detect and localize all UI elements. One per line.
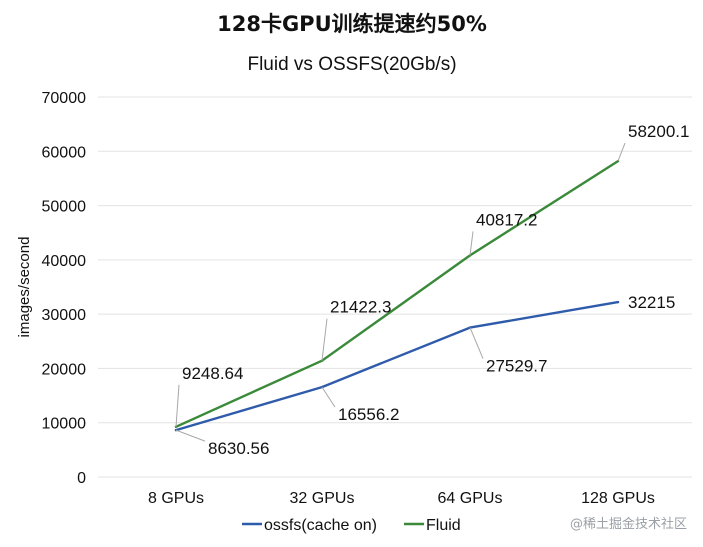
x-tick-label: 8 GPUs	[148, 490, 204, 507]
data-point	[616, 300, 620, 304]
chart-subtitle: Fluid vs OSSFS(20Gb/s)	[247, 54, 456, 75]
data-label: 21422.3	[330, 298, 391, 317]
y-tick-label: 10000	[42, 416, 87, 433]
y-tick-label: 0	[77, 470, 86, 487]
chart-title: 128卡GPU训练提速约50%	[217, 12, 487, 36]
y-axis-label: images/second	[16, 237, 33, 338]
x-axis-ticks: 8 GPUs 32 GPUs 64 GPUs 128 GPUs	[148, 490, 655, 507]
leader-line	[617, 142, 626, 162]
y-tick-label: 20000	[42, 361, 87, 378]
x-tick-label: 128 GPUs	[581, 490, 655, 507]
x-tick-label: 64 GPUs	[438, 490, 503, 507]
data-labels: 8630.56 16556.2 27529.7 32215 9248.64 21422.3…	[175, 122, 689, 458]
data-label: 58200.1	[628, 122, 689, 141]
legend-item-label: Fluid	[426, 517, 461, 534]
x-tick-label: 32 GPUs	[290, 490, 355, 507]
y-tick-label: 60000	[42, 144, 87, 161]
series-line-0	[174, 300, 620, 432]
leader-line	[469, 327, 484, 359]
y-tick-label: 30000	[42, 307, 87, 324]
watermark-text: @稀土掘金技术社区	[570, 516, 687, 532]
data-label: 9248.64	[182, 364, 243, 383]
y-axis-ticks: 0 10000 20000 30000 40000 50000 60000 70000	[42, 90, 87, 487]
y-tick-label: 70000	[42, 90, 87, 107]
data-label: 8630.56	[208, 439, 269, 458]
leader-line	[175, 384, 180, 427]
legend-item-label: ossfs(cache on)	[264, 517, 377, 534]
leader-line	[175, 429, 206, 442]
data-label: 16556.2	[338, 405, 399, 424]
leader-line	[469, 231, 474, 256]
data-label: 40817.2	[476, 210, 537, 229]
series-lines	[174, 159, 620, 432]
y-tick-label: 40000	[42, 253, 87, 270]
series-line-1	[174, 159, 620, 428]
legend: ossfs(cache on) Fluid	[242, 517, 461, 534]
leader-line	[321, 386, 336, 408]
y-tick-label: 50000	[42, 199, 87, 216]
leader-line	[321, 318, 328, 361]
data-point	[174, 425, 178, 428]
data-label: 32215	[628, 293, 675, 312]
data-label: 27529.7	[486, 357, 547, 376]
